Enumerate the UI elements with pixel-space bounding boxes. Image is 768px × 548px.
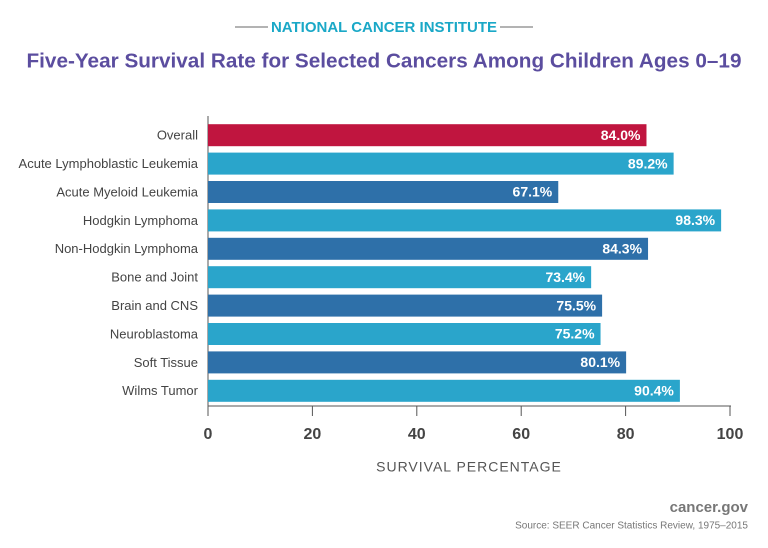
- x-tick-label: 20: [304, 426, 322, 443]
- footer: cancer.gov: [670, 499, 749, 516]
- bar: [208, 266, 592, 289]
- bar: [208, 209, 722, 232]
- x-axis-label: SURVIVAL PERCENTAGE: [376, 459, 562, 475]
- bar: [208, 181, 559, 203]
- header: NATIONAL CANCER INSTITUTE: [271, 19, 497, 36]
- bar: [208, 237, 649, 260]
- value-label: 67.1%: [513, 184, 553, 200]
- x-tick-label: 40: [408, 426, 426, 443]
- bar: [208, 152, 674, 175]
- value-label: 75.2%: [555, 326, 595, 342]
- value-label: 90.4%: [634, 383, 674, 399]
- value-label: 84.3%: [602, 241, 642, 257]
- y-tick-label: Neuroblastoma: [110, 326, 199, 341]
- bar: [208, 323, 601, 345]
- x-tick-label: 100: [717, 426, 744, 443]
- chart-title: Five-Year Survival Rate for Selected Can…: [27, 50, 742, 72]
- source: Source: SEER Cancer Statistics Review, 1…: [515, 521, 748, 532]
- y-tick-label: Brain and CNS: [111, 298, 198, 313]
- value-label: 80.1%: [580, 354, 620, 370]
- bar: [208, 294, 603, 317]
- value-label: 84.0%: [601, 127, 641, 143]
- x-tick-label: 60: [512, 426, 530, 443]
- value-label: 73.4%: [545, 269, 585, 285]
- y-tick-label: Hodgkin Lymphoma: [83, 213, 199, 228]
- x-tick-label: 0: [204, 426, 213, 443]
- y-tick-label: Acute Lymphoblastic Leukemia: [19, 156, 199, 171]
- value-label: 75.5%: [556, 297, 596, 313]
- bar: [208, 124, 647, 147]
- y-tick-label: Bone and Joint: [111, 270, 198, 285]
- x-tick-label: 80: [617, 426, 635, 443]
- y-tick-label: Non-Hodgkin Lymphoma: [55, 241, 199, 256]
- value-label: 89.2%: [628, 155, 668, 171]
- bar: [208, 351, 627, 374]
- value-label: 98.3%: [675, 212, 715, 228]
- bar: [208, 379, 680, 402]
- y-tick-label: Overall: [157, 128, 198, 143]
- y-tick-label: Soft Tissue: [134, 355, 198, 370]
- y-tick-label: Wilms Tumor: [122, 383, 199, 398]
- y-tick-label: Acute Myeloid Leukemia: [56, 184, 198, 199]
